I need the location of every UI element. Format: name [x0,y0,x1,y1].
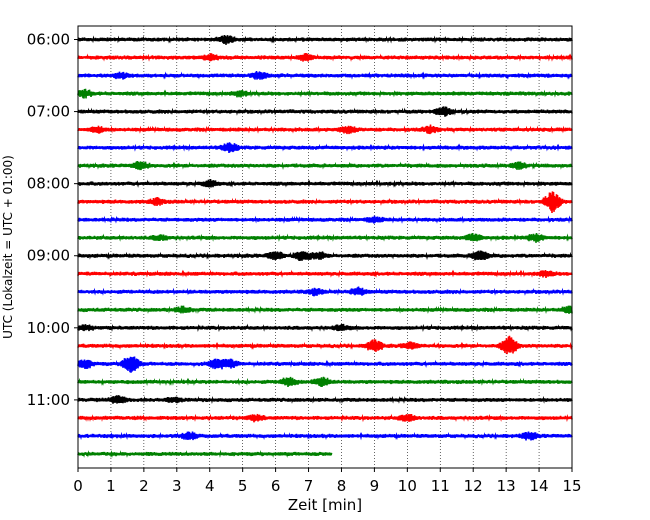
trace-group [77,34,573,459]
y-tick-label: 06:00 [27,31,70,49]
x-tick-label: 15 [562,477,581,495]
seismic-trace [77,70,573,80]
seismic-trace [77,431,573,441]
x-tick-label: 8 [337,477,347,495]
x-tick-label: 12 [464,477,483,495]
x-tick-label: 6 [271,477,281,495]
x-tick-label: 10 [398,477,417,495]
x-tick-label: 14 [530,477,549,495]
y-tick-label: 10:00 [27,319,70,337]
y-tick-label: 09:00 [27,247,70,265]
y-tick-label: 08:00 [27,175,70,193]
seismic-trace [77,449,333,459]
seismic-trace [77,215,573,224]
seismic-trace [77,191,573,214]
seismic-trace [77,376,573,388]
seismic-trace [77,395,573,405]
seismic-trace [77,323,573,333]
seismic-trace [77,232,573,243]
seismic-trace [77,286,573,297]
seismic-trace [77,106,573,117]
plot-frame [77,25,573,469]
seismic-trace [77,161,573,171]
y-axis: 06:00 07:00 08:00 09:00 10:00 11:00 [27,31,78,409]
seismic-trace [77,335,573,355]
seismic-trace [77,34,573,45]
x-tick-label: 1 [106,477,116,495]
x-tick-label: 3 [172,477,182,495]
seismic-trace [77,88,573,99]
x-axis-label: Zeit [min] [288,496,362,514]
seismic-trace [77,413,573,423]
x-tick-label: 2 [139,477,149,495]
x-tick-label: 5 [238,477,248,495]
seismic-trace [77,269,573,278]
x-tick-label: 13 [497,477,516,495]
y-axis-label: UTC (Lokalzeit = UTC + 01:00) [1,155,15,339]
x-axis: 0 1 2 3 4 5 6 7 8 9 10 11 12 13 14 15 [73,468,582,495]
seismic-trace [77,356,573,373]
x-tick-label: 11 [431,477,450,495]
seismic-trace [77,250,573,262]
x-tick-label: 9 [370,477,380,495]
y-tick-label: 11:00 [27,391,70,409]
x-tick-label: 7 [304,477,314,495]
seismic-trace [77,142,573,153]
y-tick-label: 07:00 [27,103,70,121]
seismic-trace [77,53,573,62]
x-tick-label: 4 [205,477,215,495]
seismic-trace [77,124,573,135]
seismic-trace [77,179,573,188]
seismic-trace [77,305,573,314]
x-tick-label: 0 [73,477,83,495]
